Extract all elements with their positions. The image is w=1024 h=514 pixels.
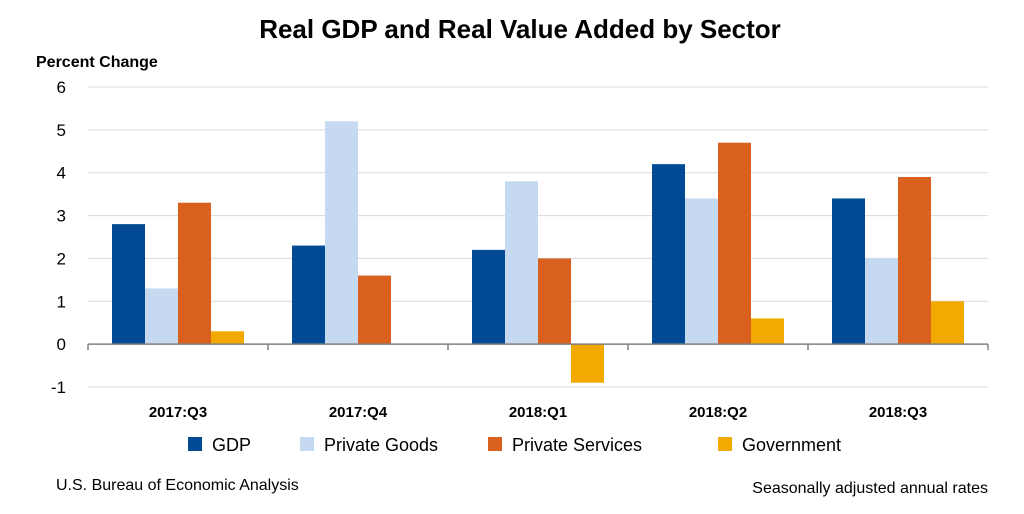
chart-title: Real GDP and Real Value Added by Sector <box>259 14 781 44</box>
y-tick-label: 6 <box>57 78 66 97</box>
legend-label-government: Government <box>742 435 841 455</box>
bar-private-goods-2018-q1 <box>505 181 538 345</box>
legend-swatch-government <box>718 437 732 451</box>
bar-gdp-2018-q2 <box>652 164 685 345</box>
bar-gdp-2018-q3 <box>832 198 865 345</box>
legend-swatch-gdp <box>188 437 202 451</box>
bars <box>112 121 964 383</box>
bar-private-goods-2017-q3 <box>145 288 178 345</box>
y-axis-label: Percent Change <box>36 54 158 71</box>
bar-private-goods-2017-q4 <box>325 121 358 345</box>
legend-label-private-services: Private Services <box>512 435 642 455</box>
legend: GDP Private Goods Private Services Governme… <box>188 435 841 455</box>
y-tick-label: 4 <box>57 164 66 183</box>
source-note: U.S. Bureau of Economic Analysis <box>56 477 299 494</box>
y-tick-label: 3 <box>57 207 66 226</box>
x-axis-ticks: 2017:Q3 2017:Q4 2018:Q1 2018:Q2 2018:Q3 <box>149 404 927 421</box>
bar-government-2018-q1 <box>571 344 604 383</box>
legend-label-private-goods: Private Goods <box>324 435 438 455</box>
bar-gdp-2018-q1 <box>472 249 505 345</box>
x-axis <box>87 343 989 351</box>
y-tick-label: 5 <box>57 121 66 140</box>
x-tick-label: 2018:Q1 <box>509 404 567 421</box>
bar-government-2018-q2 <box>751 318 784 345</box>
x-tick-label: 2017:Q4 <box>329 404 388 421</box>
x-tick-label: 2018:Q3 <box>869 404 927 421</box>
bar-private-services-2018-q2 <box>718 142 751 345</box>
bar-gdp-2017-q4 <box>292 245 325 345</box>
bar-private-goods-2018-q2 <box>685 198 718 345</box>
y-tick-label: 0 <box>57 335 66 354</box>
y-tick-label: -1 <box>51 378 66 397</box>
legend-swatch-private-goods <box>300 437 314 451</box>
bar-government-2017-q3 <box>211 331 244 345</box>
y-tick-label: 1 <box>57 292 66 311</box>
bar-gdp-2017-q3 <box>112 224 145 345</box>
bar-private-goods-2018-q3 <box>865 258 898 345</box>
legend-swatch-private-services <box>488 437 502 451</box>
bar-private-services-2018-q3 <box>898 177 931 345</box>
bar-private-services-2017-q4 <box>358 275 391 345</box>
y-axis-ticks: 6 5 4 3 2 1 0 -1 <box>51 78 66 397</box>
bar-private-services-2018-q1 <box>538 258 571 345</box>
rate-note: Seasonally adjusted annual rates <box>752 480 988 497</box>
y-tick-label: 2 <box>57 249 66 268</box>
bar-private-services-2017-q3 <box>178 202 211 345</box>
legend-label-gdp: GDP <box>212 435 251 455</box>
bar-government-2018-q3 <box>931 301 964 345</box>
x-tick-label: 2017:Q3 <box>149 404 207 421</box>
x-tick-label: 2018:Q2 <box>689 404 747 421</box>
